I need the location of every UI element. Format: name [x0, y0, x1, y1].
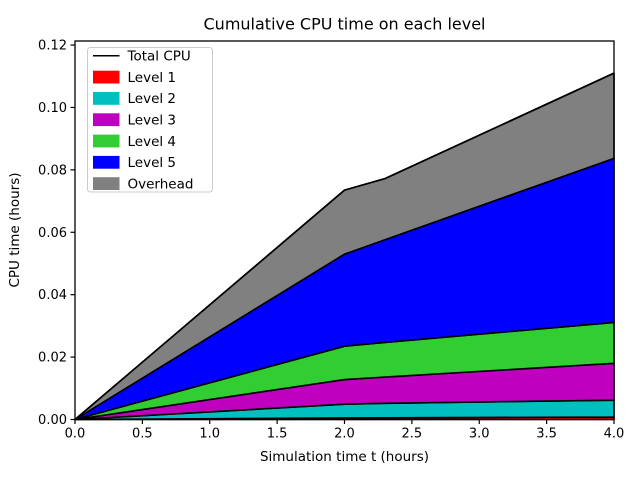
legend-label-level-5: Level 5 [128, 155, 177, 171]
x-axis-label: Simulation time t (hours) [260, 449, 429, 465]
axis-ticks [70, 44, 615, 424]
y-axis-label: CPU time (hours) [7, 172, 23, 287]
legend-label-overhead: Overhead [128, 176, 194, 192]
y-tick-label: 0.10 [38, 101, 67, 116]
legend-patch-level-1 [93, 70, 120, 84]
legend-box [87, 47, 213, 193]
y-tick-label: 0.06 [38, 226, 67, 241]
x-tick-label: 0.0 [65, 427, 86, 442]
x-tick-label: 1.5 [267, 427, 288, 442]
legend-patch-level-2 [93, 92, 120, 105]
legend-patch-level-4 [93, 134, 120, 148]
y-tick-label: 0.00 [38, 413, 67, 428]
total-cpu-line-layer [74, 72, 615, 421]
legend-label-level-2: Level 2 [128, 91, 177, 107]
legend-label-level-1: Level 1 [128, 70, 177, 86]
x-tick-label: 0.5 [132, 427, 153, 442]
total-cpu-line [74, 72, 615, 421]
legend-label-level-3: Level 3 [128, 113, 177, 129]
x-tick-label: 4.0 [604, 427, 625, 442]
legend-patch-level-5 [93, 155, 120, 169]
legend-label-total-cpu: Total CPU [127, 49, 191, 65]
legend: Total CPU Level 1 Level 2 Level 3 Level 4 Lev… [87, 47, 213, 193]
legend-patch-overhead [93, 177, 120, 190]
chart-title: Cumulative CPU time on each level [204, 15, 486, 34]
y-tick-label: 0.08 [38, 163, 67, 178]
x-tick-label: 3.0 [469, 427, 490, 442]
x-tick-label: 3.5 [536, 427, 557, 442]
y-tick-label: 0.04 [38, 288, 67, 303]
x-tick-label: 2.5 [402, 427, 423, 442]
y-tick-label: 0.12 [38, 39, 67, 54]
axis-tick-labels: 0.0 0.5 1.0 1.5 2.0 2.5 3.0 3.5 4.0 0.00 0.02 0.04 0… [38, 39, 624, 442]
legend-patch-level-3 [93, 113, 120, 127]
y-tick-label: 0.02 [38, 351, 67, 366]
x-tick-label: 1.0 [199, 427, 220, 442]
x-tick-label: 2.0 [334, 427, 355, 442]
legend-label-level-4: Level 4 [128, 134, 177, 150]
